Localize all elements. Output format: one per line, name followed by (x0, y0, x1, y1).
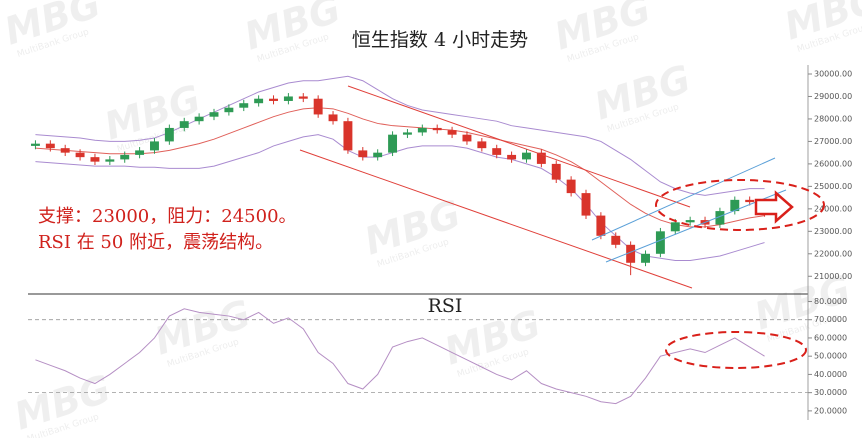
candle-body (492, 148, 502, 155)
y-tick-label: 28000.00 (814, 114, 852, 123)
y-tick-label: 80.0000 (814, 297, 847, 306)
candle-body (432, 127, 442, 131)
candle-body (90, 157, 100, 162)
y-tick-label: 27000.00 (814, 137, 852, 146)
y-tick-label: 22000.00 (814, 249, 852, 258)
candle-body (313, 98, 323, 115)
annotation: RSI 在 50 附近，震荡结构。 (38, 232, 273, 253)
candle-body (641, 253, 650, 263)
y-tick-label: 25000.00 (814, 182, 852, 191)
candle-body (417, 127, 427, 133)
trend-line (299, 149, 693, 289)
candle-body (536, 152, 546, 164)
candle-body (135, 150, 145, 155)
band-line (35, 107, 765, 228)
y-tick-label: 21000.00 (814, 272, 852, 281)
candle-body (283, 96, 293, 101)
candle-body (239, 103, 249, 108)
chart-title: 恒生指数 4 小时走势 (352, 29, 528, 51)
candle-body (462, 134, 472, 142)
candle-body (730, 199, 740, 212)
annotation: 支撑：23000，阻力：24500。 (38, 206, 297, 227)
candle-body (60, 148, 70, 153)
candle-body (373, 152, 383, 158)
candle-body (551, 163, 561, 180)
candle-body (745, 199, 755, 203)
band-line (35, 75, 765, 196)
highlight-ellipse (655, 179, 825, 231)
candle-body (254, 98, 264, 104)
y-tick-label: 30.0000 (814, 388, 847, 397)
trend-line (591, 157, 776, 241)
candle-body (150, 141, 159, 151)
y-tick-label: 40.0000 (814, 370, 847, 379)
trend-line (347, 85, 691, 208)
candle-body (685, 220, 695, 223)
candle-body (581, 193, 591, 216)
candle-body (655, 231, 665, 254)
candle-body (358, 150, 368, 158)
y-tick-label: 29000.00 (814, 92, 852, 101)
candle-body (402, 132, 412, 135)
candle-body (164, 127, 174, 142)
rsi-line (35, 308, 765, 405)
candle-body (209, 112, 219, 117)
candle-body (477, 141, 487, 149)
plot-area: 30000.00 29000.00 28000.00 27000.00 26000.00… (28, 69, 852, 415)
y-tick-label: 20.0000 (814, 406, 847, 415)
candle-body (269, 98, 278, 101)
candle-body (224, 107, 234, 113)
arrow (754, 190, 794, 224)
candle-body (566, 179, 576, 194)
candle-body (388, 134, 398, 153)
candle-body (45, 143, 55, 149)
candle-body (75, 152, 85, 158)
candle-body (179, 121, 189, 128)
candle-body (626, 244, 636, 263)
y-tick-label: 26000.00 (814, 159, 852, 168)
candle-body (715, 211, 725, 225)
rsi-title: RSI (428, 295, 463, 317)
candle-body (30, 143, 40, 146)
y-tick-label: 70.0000 (814, 315, 847, 324)
candle-body (507, 154, 517, 160)
candle-body (194, 116, 204, 122)
y-tick-label: 50.0000 (814, 352, 847, 361)
candle-body (522, 152, 531, 160)
candle-body (447, 130, 457, 135)
highlight-ellipse (665, 331, 807, 369)
candle-body (611, 235, 621, 245)
candle-body (105, 159, 115, 162)
y-tick-label: 23000.00 (814, 227, 852, 236)
candle-body (328, 114, 338, 122)
candle-body (298, 96, 308, 99)
candle-body (343, 121, 353, 151)
candle-body (670, 222, 680, 232)
y-tick-label: 60.0000 (814, 333, 847, 342)
y-tick-label: 24000.00 (814, 204, 852, 213)
candle-body (596, 215, 606, 236)
candle-body (120, 154, 130, 160)
y-tick-label: 30000.00 (814, 69, 852, 78)
